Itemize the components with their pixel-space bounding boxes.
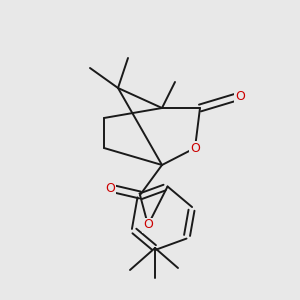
Text: O: O bbox=[143, 218, 153, 232]
Text: O: O bbox=[105, 182, 115, 194]
Text: O: O bbox=[235, 89, 245, 103]
Text: O: O bbox=[190, 142, 200, 154]
